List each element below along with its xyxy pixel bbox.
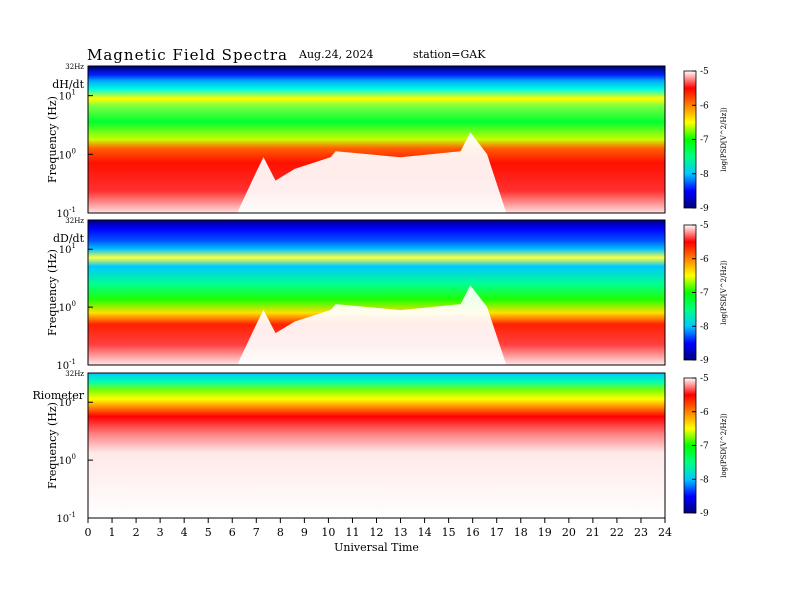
x-tick-label: 11: [345, 526, 359, 539]
x-tick-label: 2: [133, 526, 140, 539]
panel-name-3: Riometer: [32, 389, 84, 402]
x-axis-label: Universal Time: [334, 541, 419, 554]
colorbar-tick-label: -5: [700, 67, 709, 77]
colorbar-tick-label: -6: [700, 101, 709, 111]
y-tick-label: 100: [59, 300, 76, 314]
x-tick-label: 12: [370, 526, 384, 539]
colorbar-label: log(PSD[V^2/Hz]): [720, 413, 728, 478]
x-tick-label: 5: [205, 526, 212, 539]
x-tick-label: 3: [157, 526, 164, 539]
y-top-label: 32Hz: [65, 63, 84, 71]
y-tick-label: 101: [59, 395, 76, 409]
y-axis-label: Frequency (Hz): [46, 249, 59, 336]
colorbar-tick-label: -6: [700, 255, 709, 265]
spectrogram-panel-3: [88, 373, 665, 518]
y-axis-label: Frequency (Hz): [46, 96, 59, 183]
quiet-region-2: [237, 285, 507, 365]
colorbar-tick-label: -8: [700, 322, 709, 332]
date-label: Aug.24, 2024: [299, 48, 374, 61]
x-tick-label: 1: [109, 526, 116, 539]
x-tick-label: 18: [514, 526, 528, 539]
colorbar-tick-label: -5: [700, 221, 709, 231]
x-tick-label: 21: [586, 526, 600, 539]
colorbar-tick-label: -7: [700, 442, 709, 452]
panel-name-2: dD/dt: [53, 232, 85, 245]
x-tick-label: 7: [253, 526, 260, 539]
colorbar-tick-label: -8: [700, 170, 709, 180]
colorbar-tick-label: -5: [700, 374, 709, 384]
panel-name-1: dH/dt: [52, 78, 84, 91]
panel-frame-2: [87, 219, 666, 366]
x-tick-label: 22: [610, 526, 624, 539]
x-tick-label: 19: [538, 526, 552, 539]
colorbar-tick-label: -8: [700, 475, 709, 485]
x-tick-label: 9: [301, 526, 308, 539]
colorbar-tick-label: -9: [700, 204, 709, 214]
colorbar-tick-label: -6: [700, 408, 709, 418]
x-tick-label: 16: [466, 526, 480, 539]
y-top-label: 32Hz: [65, 217, 84, 225]
x-tick-label: 4: [181, 526, 188, 539]
page-title: Magnetic Field Spectra: [87, 46, 288, 64]
x-tick-label: 8: [277, 526, 284, 539]
x-tick-label: 20: [562, 526, 576, 539]
station-label: station=GAK: [413, 48, 486, 61]
x-tick-label: 10: [321, 526, 335, 539]
colorbar-tick-label: -9: [700, 509, 709, 519]
colorbar-label: log(PSD[V^2/Hz]): [720, 260, 728, 325]
x-tick-label: 17: [490, 526, 504, 539]
y-tick-label: 10-1: [56, 511, 76, 525]
x-tick-label: 24: [658, 526, 672, 539]
quiet-region-1: [237, 132, 507, 213]
y-tick-label: 101: [59, 89, 76, 103]
colorbar-label: log(PSD[V^2/Hz]): [720, 107, 728, 172]
x-tick-label: 13: [394, 526, 408, 539]
y-top-label: 32Hz: [65, 370, 84, 378]
y-axis-label: Frequency (Hz): [46, 402, 59, 489]
x-axis: 0 1 2 3 4 5 6 7 8 9 10 11 12 13 14 15 16 17 18 19 20 21 22 23 24…: [85, 518, 672, 554]
y-tick-label: 100: [59, 147, 76, 161]
colorbar-tick-label: -7: [700, 136, 709, 146]
panel-frame-1: [87, 65, 666, 214]
x-tick-label: 23: [634, 526, 648, 539]
colorbar-tick-label: -9: [700, 356, 709, 366]
x-tick-label: 6: [229, 526, 236, 539]
x-tick-label: 0: [85, 526, 92, 539]
x-tick-label: 14: [418, 526, 432, 539]
colorbar-tick-label: -7: [700, 289, 709, 299]
y-tick-label: 100: [59, 453, 76, 467]
y-tick-label: 101: [59, 242, 76, 256]
x-tick-label: 15: [442, 526, 456, 539]
